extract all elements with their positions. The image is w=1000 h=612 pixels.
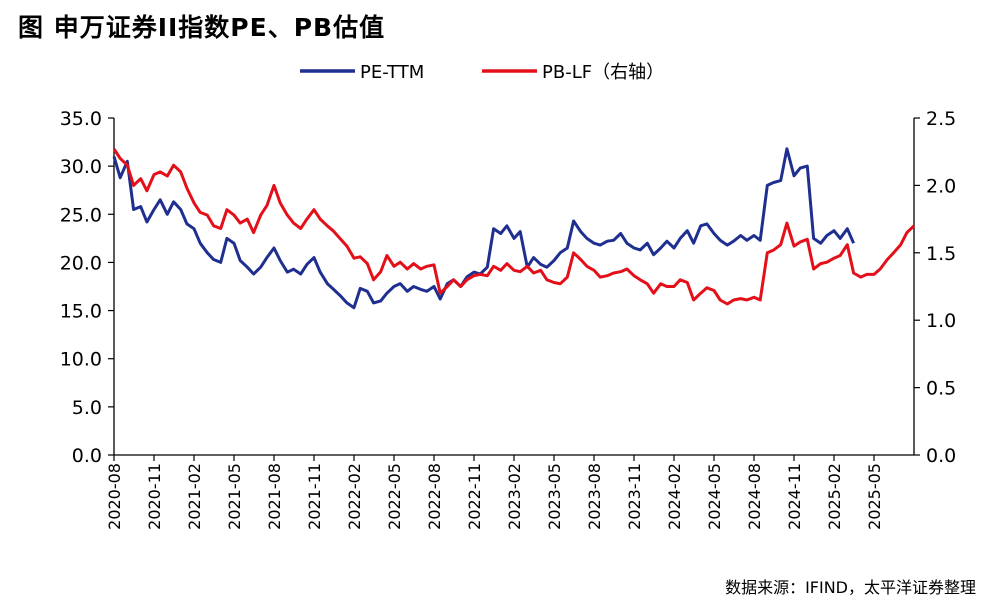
x-tick-label: 2023-08 bbox=[585, 463, 604, 530]
x-tick-label: 2024-11 bbox=[785, 463, 804, 530]
left-tick-label: 25.0 bbox=[60, 204, 102, 226]
left-tick-label: 35.0 bbox=[60, 108, 102, 130]
x-tick-label: 2022-02 bbox=[345, 463, 364, 530]
x-tick-label: 2020-11 bbox=[145, 463, 164, 530]
legend-pe-ttm-label: PE-TTM bbox=[360, 62, 424, 83]
pb-lf-series-line bbox=[112, 148, 916, 306]
x-tick-label: 2020-08 bbox=[105, 463, 124, 530]
x-tick-label: 2021-05 bbox=[225, 463, 244, 530]
x-tick-label: 2021-08 bbox=[265, 463, 284, 530]
left-tick-label: 30.0 bbox=[60, 156, 102, 178]
legend-pb-lf-label: PB-LF（右轴） bbox=[542, 62, 664, 83]
x-tick-label: 2024-05 bbox=[705, 463, 724, 530]
data-source-note: 数据来源：IFIND，太平洋证券整理 bbox=[725, 578, 976, 597]
left-tick-label: 0.0 bbox=[72, 445, 102, 467]
right-tick-label: 1.0 bbox=[926, 310, 956, 332]
left-tick-label: 10.0 bbox=[60, 349, 102, 371]
x-tick-label: 2025-02 bbox=[825, 463, 844, 530]
right-tick-label: 0.5 bbox=[926, 378, 956, 400]
right-tick-label: 2.5 bbox=[926, 108, 956, 130]
x-tick-label: 2022-05 bbox=[385, 463, 404, 530]
chart-title: 图 申万证券II指数PE、PB估值 bbox=[18, 13, 386, 42]
x-tick-label: 2025-05 bbox=[865, 463, 884, 530]
x-tick-label: 2022-08 bbox=[425, 463, 444, 530]
right-tick-label: 0.0 bbox=[926, 445, 956, 467]
left-tick-label: 5.0 bbox=[72, 397, 102, 419]
x-tick-label: 2021-11 bbox=[305, 463, 324, 530]
pe-ttm-series-line bbox=[112, 147, 855, 310]
x-tick-label: 2022-11 bbox=[465, 463, 484, 530]
x-tick-label: 2024-02 bbox=[665, 463, 684, 530]
right-tick-label: 1.5 bbox=[926, 243, 956, 265]
x-tick-label: 2023-05 bbox=[545, 463, 564, 530]
left-tick-label: 15.0 bbox=[60, 301, 102, 323]
x-tick-label: 2024-08 bbox=[745, 463, 764, 530]
x-tick-label: 2023-02 bbox=[505, 463, 524, 530]
x-tick-label: 2023-11 bbox=[625, 463, 644, 530]
left-tick-label: 20.0 bbox=[60, 252, 102, 274]
x-tick-label: 2021-02 bbox=[185, 463, 204, 530]
right-tick-label: 2.0 bbox=[926, 175, 956, 197]
